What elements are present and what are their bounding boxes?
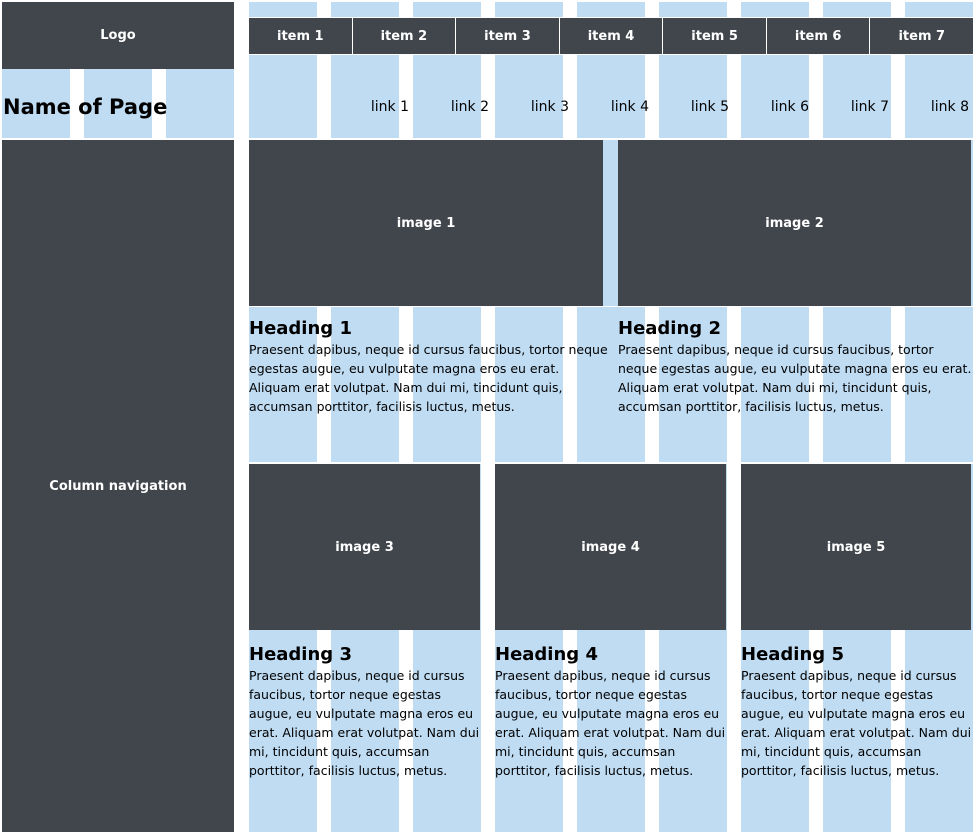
card-text: Praesent dapibus, neque id cursus faucib… [495,668,726,778]
card-3: Heading 3 Praesent dapibus, neque id cur… [249,644,483,780]
link[interactable]: link 8 [930,99,969,115]
nav-item[interactable]: item 1 [276,28,324,44]
divider [0,138,975,140]
card-text: Praesent dapibus, neque id cursus faucib… [249,668,480,778]
card-5: Heading 5 Praesent dapibus, neque id cur… [741,644,973,780]
image-4: image 4 [495,464,726,630]
logo[interactable]: Logo [2,2,234,69]
card-4: Heading 4 Praesent dapibus, neque id cur… [495,644,729,780]
card-text: Praesent dapibus, neque id cursus faucib… [741,668,972,778]
divider [249,462,975,464]
card-2: Heading 2 Praesent dapibus, neque id cur… [618,318,973,416]
image-3: image 3 [249,464,480,630]
card-heading: Heading 3 [249,644,352,665]
link[interactable]: link 2 [450,99,489,115]
link[interactable]: link 1 [370,99,409,115]
card-heading: Heading 5 [741,644,844,665]
image-1: image 1 [249,140,603,306]
image-5: image 5 [741,464,971,630]
top-nav: item 1 item 2 item 3 item 4 item 5 item … [249,18,973,54]
nav-item[interactable]: item 6 [765,18,870,54]
card-text: Praesent dapibus, neque id cursus faucib… [618,342,972,414]
link[interactable]: link 3 [530,99,569,115]
card-heading: Heading 1 [249,318,352,339]
link[interactable]: link 6 [770,99,809,115]
image-2: image 2 [618,140,971,306]
card-text: Praesent dapibus, neque id cursus faucib… [249,342,608,414]
card-1: Heading 1 Praesent dapibus, neque id cur… [249,318,609,416]
divider [249,306,975,307]
divider [0,54,975,55]
page-title: Name of Page [3,95,168,119]
link[interactable]: link 5 [690,99,729,115]
column-navigation[interactable]: Column navigation [2,140,234,832]
nav-item[interactable]: item 4 [558,18,663,54]
nav-item[interactable]: item 2 [351,18,456,54]
nav-item[interactable]: item 5 [662,18,766,54]
divider [0,17,975,18]
card-heading: Heading 2 [618,318,721,339]
nav-item[interactable]: item 7 [869,18,973,54]
link[interactable]: link 4 [610,99,649,115]
nav-item[interactable]: item 3 [455,18,559,54]
card-heading: Heading 4 [495,644,598,665]
link[interactable]: link 7 [850,99,889,115]
